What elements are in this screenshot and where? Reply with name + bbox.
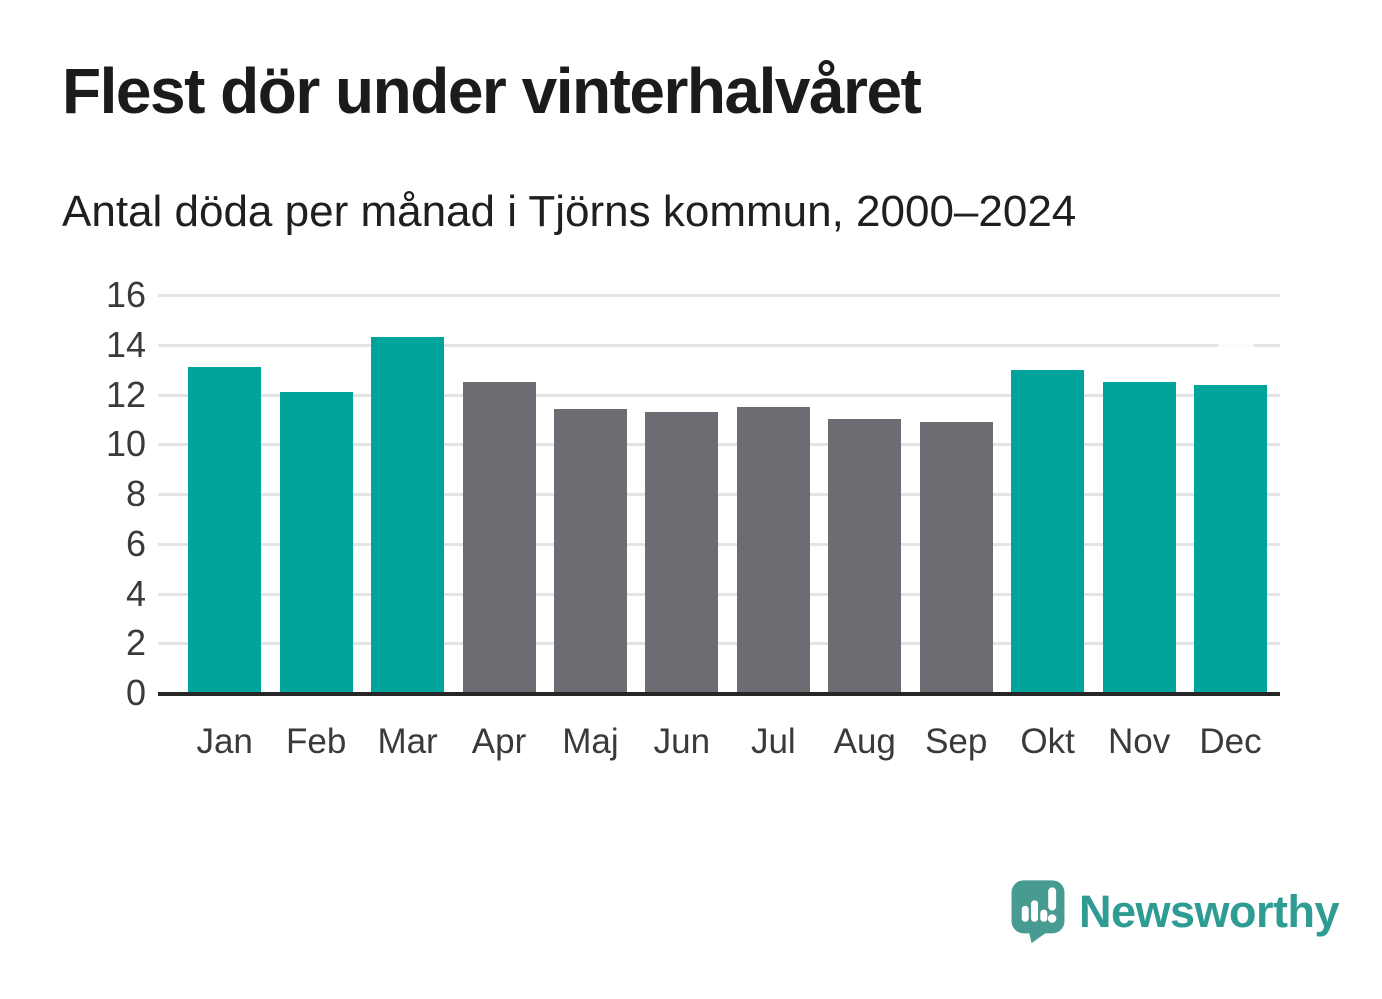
bar-jan [188, 367, 262, 693]
x-tick-label-sep: Sep [925, 722, 988, 761]
bar-jul [736, 406, 810, 693]
bar-feb [279, 392, 353, 693]
bar-chart-plot-area [158, 294, 1280, 699]
gridline-y-16 [158, 294, 1280, 297]
bar-jun [645, 411, 719, 693]
gridline-y-4 [158, 592, 1280, 596]
y-tick-label-2: 2 [125, 622, 146, 664]
x-tick-label-feb: Feb [285, 722, 347, 761]
newsworthy-logo-mark-icon [1011, 880, 1065, 944]
y-tick-label-14: 14 [105, 323, 146, 365]
gridline-y-12 [158, 393, 1280, 397]
bar-sep [919, 421, 993, 693]
x-tick-label-okt: Okt [1020, 722, 1075, 761]
x-tick-label-jul: Jul [750, 722, 796, 761]
bar-okt [1011, 369, 1085, 693]
gridline-gap-artifact [1218, 343, 1254, 348]
chart-title: Flest dör under vinterhalvåret [62, 55, 922, 127]
bar-nov [1102, 382, 1176, 693]
x-tick-label-aug: Aug [833, 722, 896, 761]
x-axis-line [158, 692, 1280, 696]
bar-apr [462, 382, 536, 693]
newsworthy-logo-wordmark: Newsworthy [1079, 885, 1340, 937]
x-tick-label-apr: Apr [471, 722, 527, 761]
y-tick-label-6: 6 [125, 522, 146, 564]
newsworthy-logo: Newsworthy [1010, 879, 1340, 944]
y-tick-label-12: 12 [105, 373, 146, 415]
x-tick-label-jun: Jun [653, 722, 711, 761]
bar-dec [1194, 384, 1268, 693]
gridline-y-8 [158, 493, 1280, 496]
gridline-y-14 [158, 343, 1280, 347]
gridline-y-6 [158, 542, 1280, 546]
x-tick-label-maj: Maj [562, 722, 619, 761]
bar-maj [553, 409, 627, 693]
gridline-y-10 [158, 443, 1280, 447]
x-tick-label-mar: Mar [377, 722, 438, 761]
x-tick-label-jan: Jan [196, 722, 253, 761]
y-tick-label-8: 8 [125, 473, 146, 514]
bar-mar [371, 337, 445, 693]
bar-aug [828, 419, 902, 693]
y-tick-label-10: 10 [105, 423, 146, 465]
y-tick-label-4: 4 [125, 572, 146, 614]
chart-subtitle: Antal döda per månad i Tjörns kommun, 20… [62, 187, 1077, 236]
x-tick-label-nov: Nov [1107, 722, 1171, 761]
y-tick-label-16: 16 [105, 274, 146, 315]
x-tick-label-dec: Dec [1199, 722, 1262, 761]
y-tick-label-0: 0 [125, 672, 146, 713]
gridline-y-2 [158, 642, 1280, 646]
